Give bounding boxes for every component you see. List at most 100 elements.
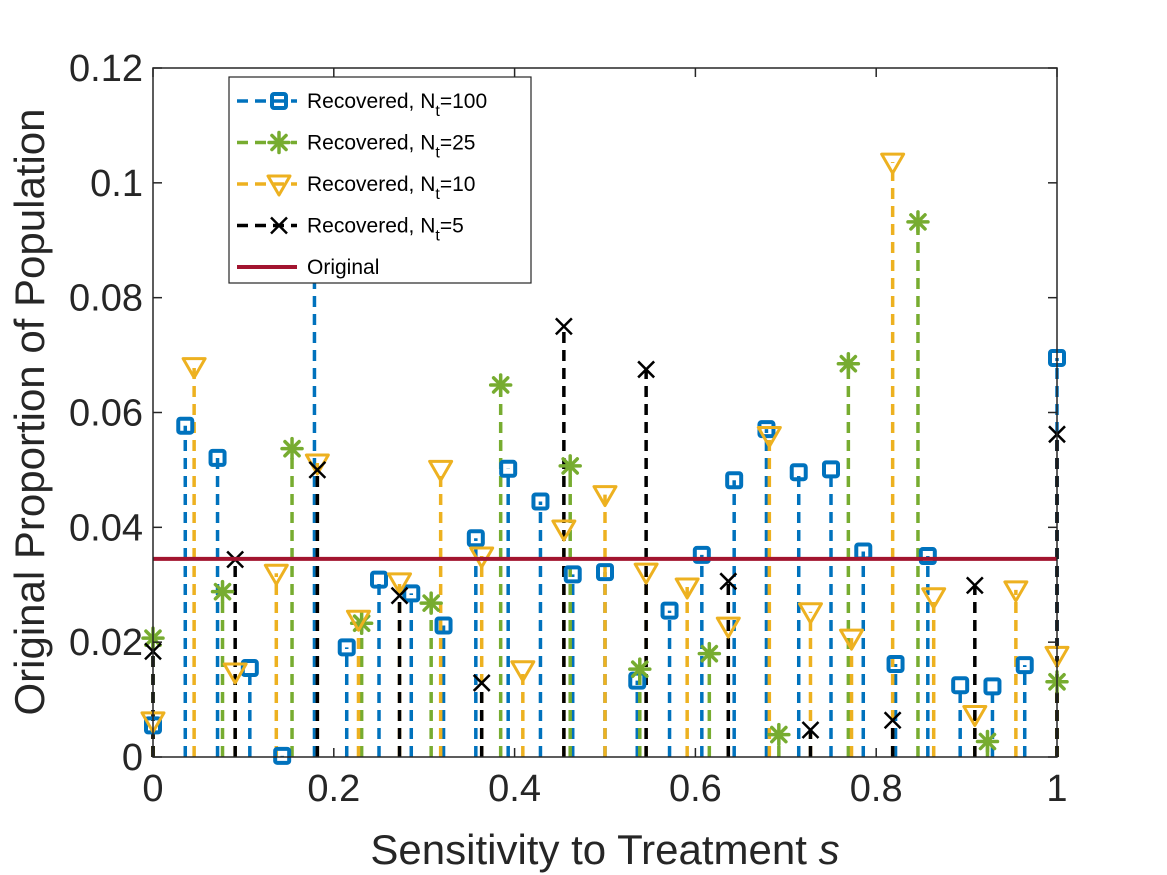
y-tick-label: 0.08 [69,278,143,320]
data-point-triangle-down [592,485,618,508]
legend-marker-triangle-down [266,174,292,197]
data-point-asterisk [767,722,791,747]
data-point-square [531,492,550,511]
marker-x-stroke [801,721,820,739]
data-point-x [801,721,820,739]
marker-square-shape [660,601,679,620]
x-tick-label: 0.4 [488,768,541,810]
y-tick-label: 0.12 [69,48,143,90]
marker-asterisk-stroke [630,660,649,678]
y-tick-label: 0.02 [69,622,143,664]
data-point-square [499,459,518,478]
marker-square-shape [596,563,614,582]
markers-layer [140,152,1070,765]
legend-marker-x [270,216,288,235]
marker-asterisk-stroke [213,582,232,601]
legend-entry: Recovered, Nt=10 [237,173,475,203]
marker-triangle-shape [266,174,292,197]
marker-square-shape [208,448,227,467]
marker-x-stroke [270,216,288,235]
x-axis-title: Sensitivity to Treatment s [370,826,839,873]
data-point-x [308,461,327,479]
data-point-x [472,674,491,692]
data-point-triangle-down [633,562,659,585]
legend-label: Recovered, Nt=10 [307,173,475,203]
marker-triangle-shape [880,152,906,175]
marker-asterisk-stroke [283,439,301,458]
marker-triangle-shape [551,519,577,542]
data-point-triangle-down [880,152,906,175]
x-axis-title-symbol: s [819,826,840,873]
marker-triangle-shape [839,628,865,651]
data-point-square [660,601,679,620]
data-point-x [883,711,902,730]
legend-box [228,76,532,284]
data-point-square [951,676,970,695]
legend-label-name: Recovered, N [307,90,435,113]
data-point-triangle-down [263,563,289,586]
marker-x-stroke [719,572,738,591]
marker-square-shape [499,459,518,478]
data-point-square [273,746,292,765]
marker-x-stroke [637,360,656,379]
data-point-triangle-down [181,357,207,380]
marker-square-shape [789,463,808,482]
data-point-x [390,586,409,605]
legend-label-subscript: t [435,228,440,245]
marker-asterisk-stroke [978,732,997,751]
data-point-triangle-down [1003,580,1029,603]
data-point-x [965,576,984,595]
data-point-asterisk [280,436,304,461]
marker-triangle-shape [387,572,413,595]
marker-asterisk-stroke [270,133,288,152]
marker-triangle-shape [428,459,454,482]
marker-triangle-shape [592,485,618,508]
marker-square-shape [176,416,195,435]
marker-triangle-shape [263,563,289,586]
marker-square-shape [270,92,288,110]
data-point-triangle-down [797,602,823,625]
marker-square-shape [725,471,744,490]
legend-label-suffix: =10 [440,173,476,196]
data-point-square [402,584,421,603]
legend-marker-square [270,92,288,110]
data-point-x [554,317,573,336]
data-point-triangle-down [715,616,741,639]
data-point-asterisk [419,591,443,615]
legend-label-subscript: t [435,145,440,162]
marker-square-shape [822,460,840,479]
legend-entry: Original [237,256,379,279]
data-point-x [719,572,738,591]
marker-asterisk-stroke [561,457,580,475]
marker-square-shape [1015,656,1034,675]
data-point-square [789,463,808,482]
data-point-square [434,616,453,635]
marker-x-stroke [472,674,491,692]
data-point-triangle-down [962,705,988,728]
marker-triangle-shape [921,587,947,610]
data-point-asterisk [836,351,861,376]
data-point-triangle-down [674,577,700,600]
marker-triangle-shape [674,577,700,600]
legend-label-suffix: =100 [440,90,487,113]
x-tick-label: 0 [142,768,163,810]
marker-asterisk-stroke [909,213,927,231]
data-point-triangle-down [510,660,536,683]
legend-label-name: Recovered, N [307,132,435,155]
data-point-asterisk [697,641,722,666]
marker-triangle-shape [510,660,536,683]
data-point-square [370,570,388,589]
x-tick-label: 0.8 [850,768,903,810]
legend-label-subscript: t [435,186,440,203]
marker-triangle-shape [715,616,741,639]
marker-asterisk-stroke [839,354,858,373]
data-point-square [983,677,1002,696]
legend-label-name: Recovered, N [307,215,435,238]
x-tick-label: 1 [1046,768,1067,810]
legend-marker-asterisk [267,130,291,155]
marker-square-shape [337,638,356,657]
data-point-triangle-down [551,519,577,542]
marker-square-shape [692,545,711,564]
legend-label: Recovered, Nt=5 [307,215,464,245]
